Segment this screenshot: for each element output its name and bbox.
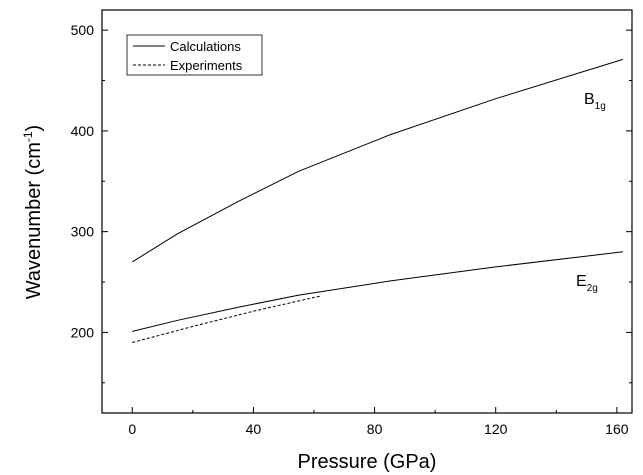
y-tick-label: 300 <box>71 224 95 240</box>
y-tick-label: 500 <box>71 22 95 38</box>
y-tick-label: 400 <box>71 123 95 139</box>
y-axis-title-sup: -1 <box>21 131 35 142</box>
annotation-b1g-main: B <box>584 91 595 108</box>
x-tick-label: 80 <box>367 421 383 437</box>
x-tick-label: 0 <box>128 421 136 437</box>
annotation-b1g-sub: 1g <box>595 101 606 112</box>
series-calculations-line-0 <box>132 58 624 263</box>
legend-label-calculations: Calculations <box>170 39 241 54</box>
y-axis-title: Wavenumber (cm-1) <box>21 125 45 299</box>
y-tick-label: 200 <box>71 324 95 340</box>
y-axis-title-close: ) <box>23 125 45 132</box>
x-tick-label: 160 <box>605 421 629 437</box>
y-axis-title-main: Wavenumber (cm <box>23 142 45 299</box>
series-experiments-line-0 <box>132 295 321 343</box>
x-tick-label: 40 <box>246 421 262 437</box>
series-calculations-line-1 <box>132 251 623 332</box>
ticks: 0 40 80 120 160 200 300 400 500 <box>71 22 632 437</box>
x-axis-title: Pressure (GPa) <box>298 451 437 473</box>
annotation-b1g: B1g <box>584 91 606 112</box>
annotation-e2g: E2g <box>576 273 598 294</box>
legend-label-experiments: Experiments <box>170 58 243 73</box>
x-tick-label: 120 <box>484 421 508 437</box>
annotation-e2g-main: E <box>576 273 587 290</box>
curves <box>132 58 624 343</box>
annotation-e2g-sub: 2g <box>587 283 598 294</box>
plot-frame <box>101 9 633 414</box>
legend-box <box>126 34 263 76</box>
legend: Calculations Experiments <box>126 34 263 76</box>
